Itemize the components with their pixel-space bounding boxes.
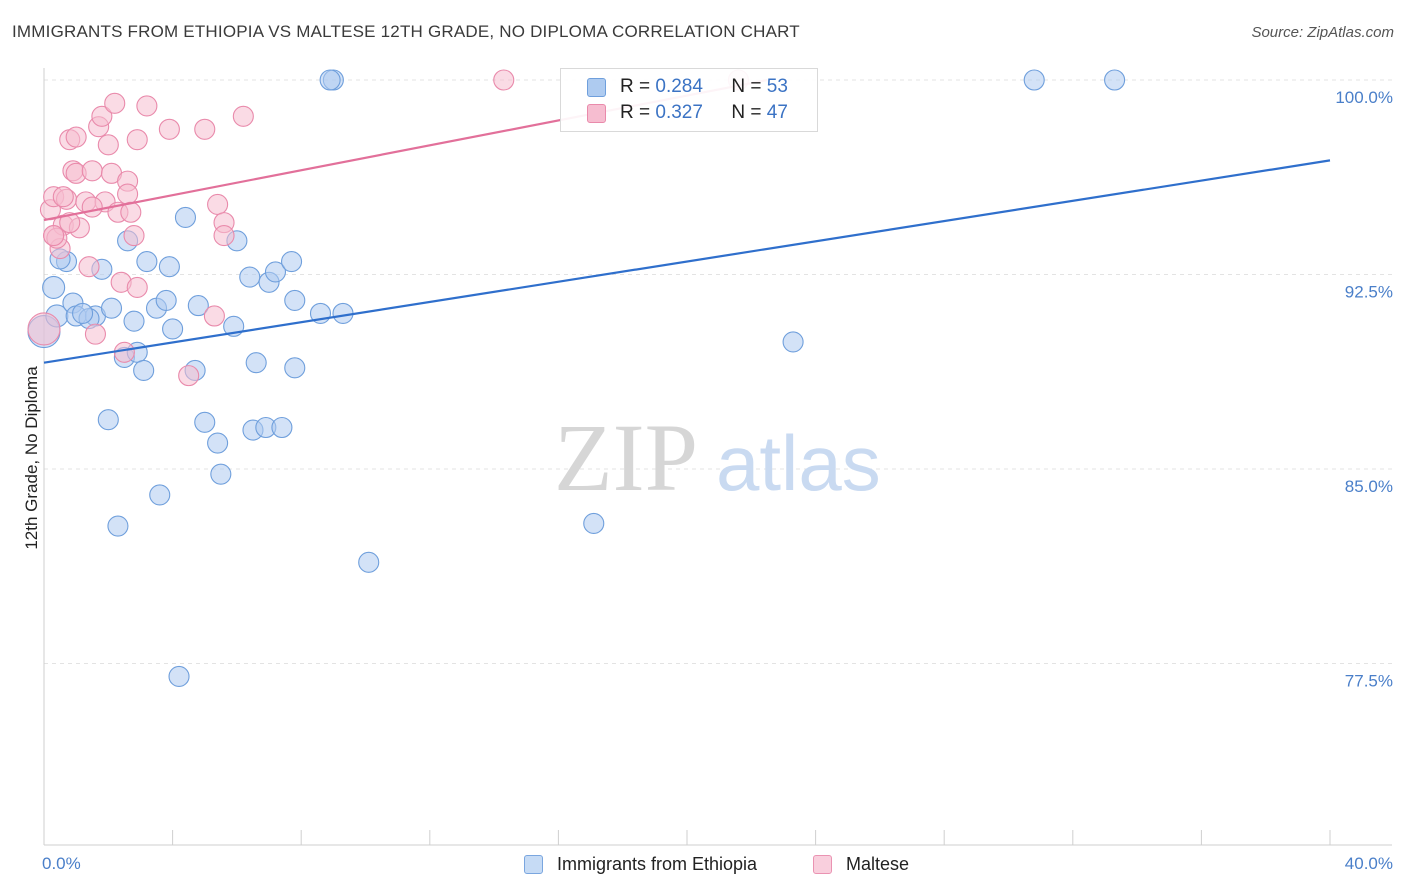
point-maltese	[113, 341, 135, 363]
watermark: ZIP atlas	[554, 404, 881, 511]
point-ethiopia	[782, 331, 804, 353]
point-ethiopia	[358, 551, 380, 573]
point-ethiopia	[168, 665, 190, 687]
point-ethiopia	[1023, 69, 1045, 91]
legend-r-value-maltese: 0.327	[655, 102, 703, 123]
point-maltese	[126, 276, 148, 299]
point-maltese	[81, 196, 103, 218]
point-maltese	[213, 225, 235, 247]
legend-n-label: N =	[731, 76, 762, 97]
y-tick-label: 92.5%	[1345, 282, 1393, 301]
point-maltese	[126, 129, 148, 151]
series-legend: Immigrants from Ethiopia Maltese	[0, 851, 1406, 879]
point-ethiopia	[207, 432, 229, 454]
stats-legend: R = 0.284 N = 53 R = 0.327 N = 47	[560, 68, 818, 132]
point-maltese	[117, 183, 139, 205]
y-axis-label: 12th Grade, No Diploma	[22, 366, 41, 550]
point-ethiopia	[100, 297, 123, 319]
point-ethiopia	[107, 515, 129, 537]
point-ethiopia	[271, 416, 293, 439]
legend-row-ethiopia: R = 0.284 N = 53	[587, 75, 788, 99]
point-maltese	[493, 69, 515, 91]
axis-layer	[43, 68, 1392, 846]
y-tick-label: 77.5%	[1345, 671, 1393, 690]
point-ethiopia	[284, 357, 306, 379]
x-tick-label: 0.0%	[42, 854, 81, 873]
legend-r-label: R =	[620, 76, 651, 97]
point-ethiopia	[155, 289, 177, 311]
series-legend-maltese: Maltese	[813, 851, 909, 877]
point-maltese	[91, 105, 113, 127]
page-title: IMMIGRANTS FROM ETHIOPIA VS MALTESE 12TH…	[12, 22, 800, 41]
point-ethiopia	[72, 302, 94, 324]
series-swatch-ethiopia	[524, 854, 543, 874]
point-maltese	[158, 118, 180, 140]
point-maltese	[59, 212, 81, 234]
point-ethiopia	[264, 261, 287, 283]
point-maltese	[104, 92, 126, 114]
legend-n-value-ethiopia: 53	[766, 76, 788, 97]
source-label: Source: ZipAtlas.com	[1251, 24, 1394, 41]
point-ethiopia	[284, 289, 306, 311]
point-ethiopia	[281, 250, 303, 273]
point-maltese	[232, 105, 254, 127]
point-maltese	[97, 134, 119, 156]
point-maltese	[136, 95, 158, 117]
point-ethiopia	[210, 463, 232, 485]
point-maltese	[27, 312, 61, 346]
legend-r-value-ethiopia: 0.284	[655, 76, 703, 97]
y-tick-label: 100.0%	[1335, 88, 1393, 107]
y-tick-label: 85.0%	[1345, 477, 1393, 496]
point-ethiopia	[583, 512, 605, 534]
point-ethiopia	[158, 256, 180, 278]
point-maltese	[43, 225, 65, 247]
point-ethiopia	[97, 409, 119, 431]
point-ethiopia	[319, 69, 341, 91]
points-layer	[27, 69, 1126, 687]
point-ethiopia	[187, 295, 209, 317]
legend-n-value-maltese: 47	[766, 102, 788, 123]
legend-n-label: N =	[731, 102, 762, 123]
point-ethiopia	[136, 250, 158, 273]
legend-row-maltese: R = 0.327 N = 47	[587, 101, 788, 125]
point-maltese	[78, 256, 100, 278]
point-maltese	[207, 193, 229, 216]
point-ethiopia	[332, 302, 354, 324]
point-ethiopia	[133, 359, 155, 381]
ticks-layer: 100.0% 92.5% 85.0% 77.5% 0.0% 40.0%	[42, 88, 1393, 873]
point-maltese	[194, 118, 216, 140]
point-ethiopia	[239, 266, 261, 288]
series-swatch-maltese	[813, 854, 832, 874]
x-tick-label: 40.0%	[1345, 854, 1393, 873]
series-legend-ethiopia: Immigrants from Ethiopia	[524, 851, 757, 877]
point-maltese	[81, 160, 103, 182]
point-ethiopia	[149, 484, 171, 506]
point-ethiopia	[42, 275, 66, 300]
watermark-atlas: atlas	[716, 419, 881, 507]
point-maltese	[52, 186, 74, 208]
trendline-ethiopia	[43, 159, 1331, 364]
point-ethiopia	[194, 411, 216, 433]
point-maltese	[65, 126, 87, 148]
point-ethiopia	[123, 310, 145, 332]
point-maltese	[84, 323, 106, 345]
legend-swatch-ethiopia	[587, 77, 606, 97]
point-ethiopia	[162, 318, 184, 340]
grid-layer	[44, 79, 1392, 664]
point-ethiopia	[1104, 69, 1126, 91]
legend-swatch-maltese	[587, 103, 606, 123]
watermark-zip: ZIP	[554, 404, 698, 511]
series-legend-label-maltese: Maltese	[846, 853, 910, 874]
point-ethiopia	[174, 206, 197, 228]
series-legend-label-ethiopia: Immigrants from Ethiopia	[557, 853, 758, 874]
point-maltese	[203, 305, 225, 327]
point-ethiopia	[245, 352, 267, 374]
point-maltese	[178, 365, 200, 387]
point-maltese	[123, 225, 145, 247]
legend-r-label: R =	[620, 102, 651, 123]
